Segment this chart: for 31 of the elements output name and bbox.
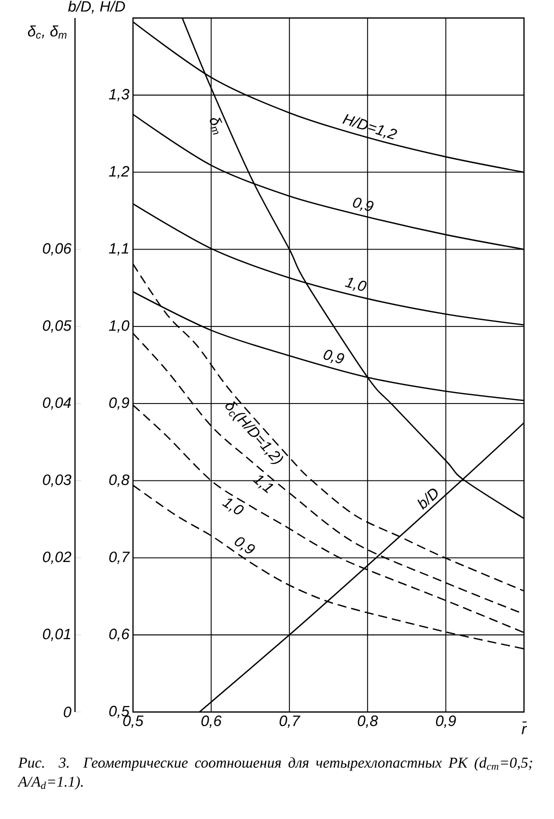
y-tick-label: 0,6 <box>109 628 130 642</box>
x-tick-label: 0,7 <box>280 716 300 728</box>
y-tick-label: 0,8 <box>109 474 130 487</box>
y-tick-label: 1,0 <box>109 320 130 333</box>
y2-tick-label: 0,01 <box>42 628 70 642</box>
text: 1,0 <box>344 278 367 291</box>
y-axis-title: b/D, H/D <box>68 0 125 14</box>
y2-tick-label: 0,06 <box>42 243 72 256</box>
y-tick-label: 0,9 <box>109 397 130 410</box>
y2-tick-label: 0 <box>64 706 72 718</box>
y2-tick-label: 0,03 <box>42 474 72 487</box>
y-tick-label: 1,3 <box>109 88 130 102</box>
x-tick-label: 0,8 <box>358 716 378 728</box>
y2-tick-label: 0,02 <box>42 552 72 564</box>
x-tick-label: 0,6 <box>201 716 222 728</box>
y-tick-label: 0,7 <box>109 552 130 564</box>
text: b/D <box>417 488 438 510</box>
y2-tick-label: 0,04 <box>42 397 71 410</box>
y-tick-label: 1,2 <box>109 166 130 178</box>
x-axis-title: r̄ <box>522 722 527 734</box>
y2-tick-label: 0,05 <box>42 320 72 333</box>
text: 1,0 <box>222 498 244 514</box>
text: 0,9 <box>234 537 255 554</box>
text: Рис. 3. Геометрические соотношения для четырехлопастных РК (d$_{ст}$=0,5; A/A$_{d}$=1.1). <box>17 757 532 790</box>
y-tick-label: 1,1 <box>109 243 128 256</box>
text: 1,1 <box>252 476 274 494</box>
text: δ$_{m}$ <box>210 118 222 135</box>
text: 0,9 <box>324 350 344 364</box>
y2-axis-title: δ$_{c}$, δ$_{m}$ <box>28 26 66 39</box>
x-tick-label: 0,9 <box>436 716 456 728</box>
text: 0,9 <box>352 198 374 211</box>
